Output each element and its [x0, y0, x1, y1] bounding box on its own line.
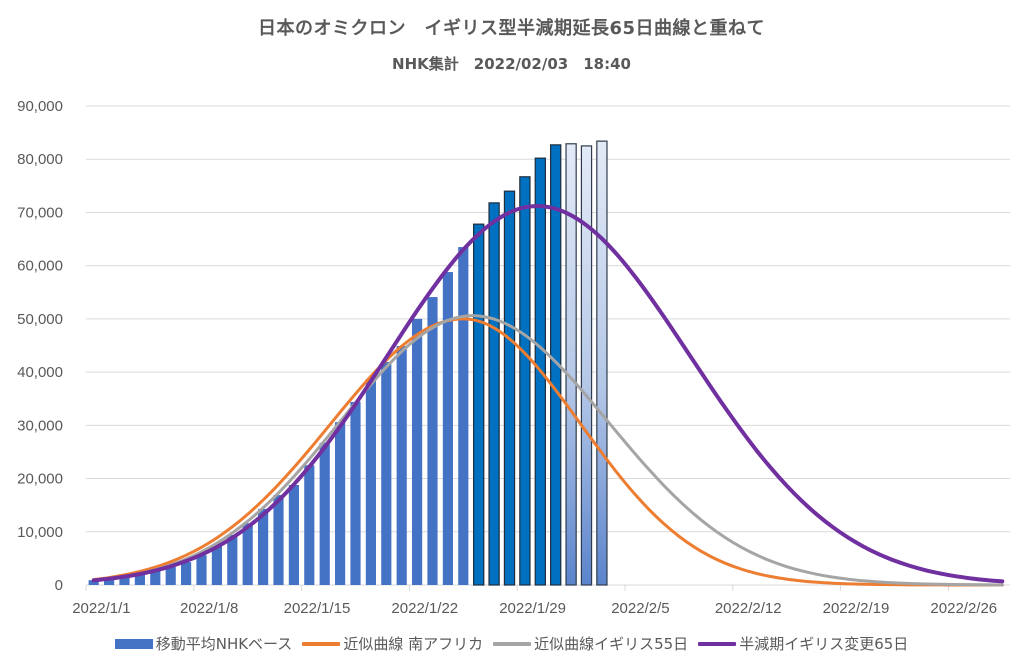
bar [104, 578, 115, 585]
series-line [92, 314, 1004, 587]
x-tick-label: 2022/2/19 [823, 600, 890, 617]
y-tick-label: 60,000 [17, 258, 63, 275]
bar [165, 566, 176, 585]
bar [473, 223, 485, 586]
bar [488, 202, 500, 586]
legend-item-moving-average[interactable]: 移動平均NHKベース [114, 633, 293, 654]
bar [304, 465, 315, 585]
x-tick-label: 2022/1/1 [72, 600, 130, 617]
bar [396, 346, 407, 585]
legend-swatch-line [493, 641, 532, 646]
legend-label: 移動平均NHKベース [155, 635, 293, 653]
series-line [91, 204, 1005, 584]
bar [319, 442, 330, 585]
bar [273, 495, 284, 585]
bar [242, 523, 253, 585]
bar [196, 555, 207, 585]
bar [88, 580, 99, 585]
y-tick-label: 90,000 [17, 98, 63, 115]
x-tick-label: 2022/2/12 [715, 600, 782, 617]
bar [442, 272, 453, 585]
bar [519, 176, 531, 586]
legend-item-uk-55[interactable]: 近似曲線イギリス55日 [493, 633, 688, 654]
bar [503, 190, 516, 586]
gridlines [86, 105, 1010, 533]
bar [335, 422, 346, 585]
bar [150, 570, 161, 585]
bar [288, 484, 299, 585]
bar [227, 534, 238, 585]
x-tick-label: 2022/1/29 [499, 600, 566, 617]
y-tick-label: 0 [55, 577, 63, 594]
legend-label: 半減期イギリス変更65日 [739, 635, 909, 653]
y-tick-label: 50,000 [17, 311, 63, 328]
bar [412, 318, 423, 585]
legend-label: 近似曲線イギリス55日 [534, 635, 689, 653]
x-tick-label: 2022/1/15 [284, 600, 351, 617]
bar [565, 143, 577, 586]
bar [350, 401, 361, 585]
y-tick-label: 80,000 [17, 151, 63, 168]
legend-swatch-bar [114, 638, 153, 649]
legend-item-uk-65[interactable]: 半減期イギリス変更65日 [698, 633, 908, 654]
y-tick-label: 10,000 [17, 524, 63, 541]
bar [458, 247, 469, 586]
y-axis-ticks: 0 10,000 20,000 30,000 40,000 50,000 60,000 70,… [17, 98, 63, 594]
series-line [92, 317, 1004, 587]
bar [550, 144, 562, 586]
bar [211, 545, 222, 585]
bar [427, 297, 438, 585]
legend-swatch-line [698, 641, 737, 646]
bar [258, 508, 269, 585]
bar [119, 576, 130, 585]
bar [134, 573, 145, 585]
chart-subtitle: NHK集計 2022/02/03 18:40 [392, 55, 631, 73]
chart-title: 日本のオミクロン イギリス型半減期延長65日曲線と重ねて [257, 18, 766, 39]
y-tick-label: 20,000 [17, 471, 63, 488]
x-axis: 2022/1/1 2022/1/8 2022/1/15 2022/1/22 2022/1… [72, 584, 1010, 617]
bar [580, 145, 593, 586]
legend-item-south-africa[interactable]: 近似曲線 南アフリカ [302, 633, 483, 654]
y-tick-label: 70,000 [17, 204, 63, 221]
x-tick-label: 2022/1/8 [180, 600, 238, 617]
y-tick-label: 40,000 [17, 364, 63, 381]
y-tick-label: 30,000 [17, 417, 63, 434]
line-series [91, 204, 1005, 587]
legend-swatch-line [302, 641, 341, 646]
bar [381, 361, 392, 585]
bar [365, 379, 376, 585]
x-tick-label: 2022/2/5 [611, 600, 669, 617]
bar-series [88, 140, 608, 586]
legend-label: 近似曲線 南アフリカ [343, 635, 484, 653]
bar [596, 140, 608, 586]
legend: 移動平均NHKベース 近似曲線 南アフリカ 近似曲線イギリス55日 半減期イギリ… [0, 633, 1023, 654]
bar [181, 562, 192, 585]
x-tick-label: 2022/1/22 [391, 600, 458, 617]
x-tick-label: 2022/2/26 [930, 600, 997, 617]
